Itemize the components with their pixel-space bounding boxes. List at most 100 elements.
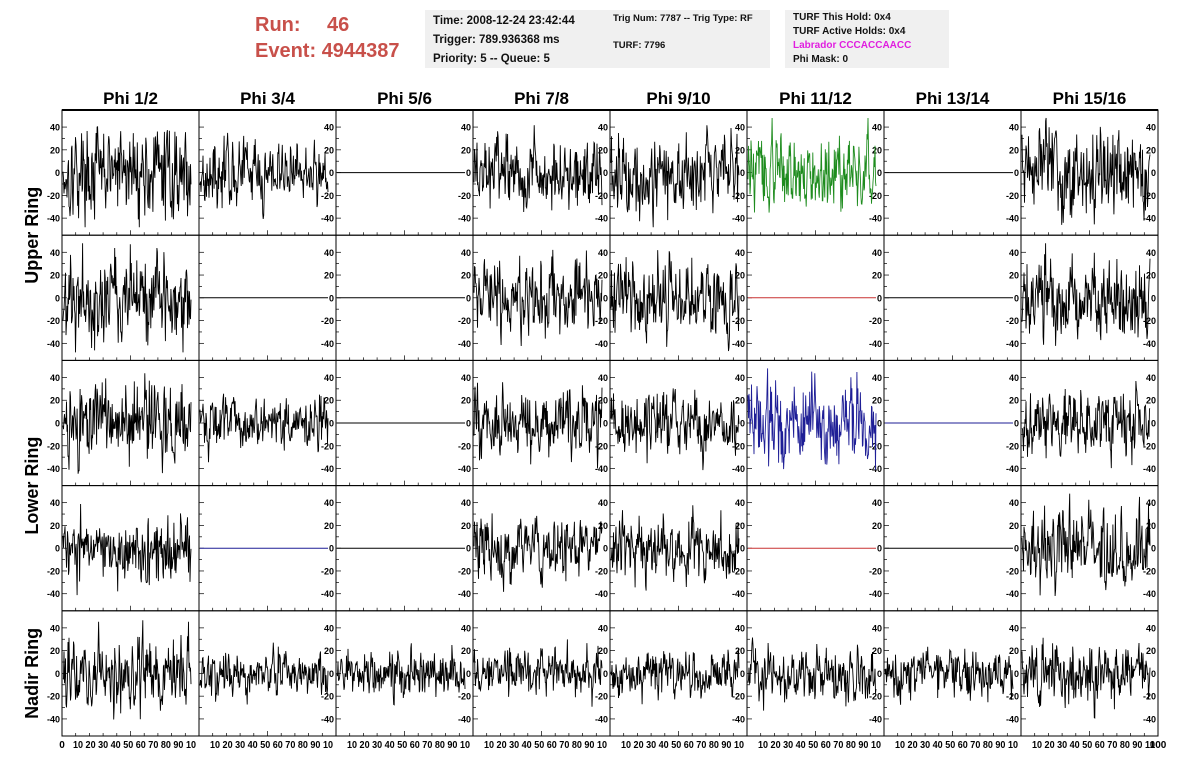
y-tick-label: 0	[740, 293, 745, 303]
waveform-trace	[610, 648, 740, 705]
y-tick-label: -40	[458, 589, 471, 599]
y-tick-label: 0	[740, 168, 745, 178]
y-tick-label: 0	[55, 669, 60, 679]
y-tick-label: 20	[461, 396, 471, 406]
x-tick-label-strip: 10 20 30 40 50 60 70 80 90 10	[758, 740, 881, 751]
time-text: Time: 2008-12-24 23:42:44	[433, 15, 575, 27]
y-tick-label: 40	[735, 498, 745, 508]
y-tick-label: 0	[1151, 544, 1156, 554]
y-tick-label: 40	[324, 248, 334, 258]
x-tick-label-strip: 10 20 30 40 50 60 70 80 90 10	[895, 740, 1018, 751]
column-title: Phi 3/4	[240, 89, 295, 108]
y-tick-label: -40	[1143, 589, 1156, 599]
y-tick-label: -40	[1143, 714, 1156, 724]
x-tick-label-strip: 10 20 30 40 50 60 70 80 90 10	[621, 740, 744, 751]
y-tick-label: 20	[598, 521, 608, 531]
y-tick-label: 0	[329, 293, 334, 303]
y-tick-label: 0	[877, 293, 882, 303]
y-tick-label: -40	[458, 714, 471, 724]
y-tick-label: -40	[732, 464, 745, 474]
y-tick-label: 20	[1146, 396, 1156, 406]
waveform-trace	[747, 368, 877, 471]
x-tick-label-strip: 10 20 30 40 50 60 70 80 90 10	[210, 740, 333, 751]
y-tick-label: -20	[47, 441, 60, 451]
turf-text: TURF: 7796	[613, 40, 666, 51]
y-tick-label: 20	[872, 271, 882, 281]
y-tick-label: 20	[50, 396, 60, 406]
y-tick-label: 20	[50, 271, 60, 281]
y-tick-label: -40	[732, 589, 745, 599]
y-tick-label: -20	[1006, 441, 1019, 451]
waveform-trace	[473, 249, 603, 347]
y-tick-label: 20	[735, 396, 745, 406]
y-tick-label: 0	[1151, 293, 1156, 303]
y-tick-label: 40	[50, 498, 60, 508]
y-tick-label: 40	[324, 123, 334, 133]
y-tick-label: 20	[1146, 646, 1156, 656]
y-tick-label: 0	[55, 544, 60, 554]
y-tick-label: 0	[877, 419, 882, 429]
y-tick-label: 40	[461, 248, 471, 258]
y-tick-label: 0	[740, 544, 745, 554]
y-tick-label: 0	[1014, 419, 1019, 429]
y-tick-label: 0	[55, 168, 60, 178]
y-tick-label: -20	[595, 441, 608, 451]
y-tick-label: 40	[872, 498, 882, 508]
y-tick-label: -20	[869, 566, 882, 576]
y-tick-label: 20	[1009, 521, 1019, 531]
waveform-trace	[473, 639, 603, 707]
y-tick-label: 20	[872, 521, 882, 531]
waveform-trace	[473, 382, 603, 469]
y-tick-label: 20	[1146, 521, 1156, 531]
y-tick-label: -20	[869, 191, 882, 201]
y-tick-label: -40	[1006, 714, 1019, 724]
y-tick-label: -40	[321, 339, 334, 349]
y-tick-label: -20	[1143, 692, 1156, 702]
waveform-trace	[610, 388, 740, 471]
y-tick-label: -20	[869, 692, 882, 702]
y-tick-label: -20	[732, 441, 745, 451]
y-tick-label: 20	[1009, 646, 1019, 656]
y-tick-label: -20	[47, 566, 60, 576]
y-tick-label: 40	[1009, 248, 1019, 258]
y-tick-label: -20	[458, 566, 471, 576]
waveform-trace	[336, 643, 466, 706]
y-tick-label: 0	[466, 293, 471, 303]
y-tick-label: -40	[1006, 339, 1019, 349]
y-tick-label: -20	[1006, 566, 1019, 576]
y-tick-label: -20	[321, 441, 334, 451]
trig-info-box: Trig Num: 7787 -- Trig Type: RF TURF: 77…	[605, 10, 770, 68]
y-tick-label: 20	[735, 521, 745, 531]
y-tick-label: -40	[47, 214, 60, 224]
y-tick-label: 40	[598, 623, 608, 633]
x-tick-label-strip: 10 20 30 40 50 60 70 80 90 10	[484, 740, 607, 751]
waveform-trace	[473, 513, 603, 592]
y-tick-label: 40	[1146, 623, 1156, 633]
y-tick-label: 0	[466, 669, 471, 679]
y-tick-label: -20	[321, 316, 334, 326]
y-tick-label: 40	[872, 248, 882, 258]
y-tick-label: 20	[461, 646, 471, 656]
event-value: 4944387	[321, 40, 400, 62]
y-tick-label: -20	[595, 316, 608, 326]
column-title: Phi 7/8	[514, 89, 569, 108]
y-tick-label: 0	[466, 168, 471, 178]
waveform-trace	[199, 132, 329, 219]
turf-active-text: TURF Active Holds: 0x4	[793, 26, 906, 37]
run-value: 46	[327, 14, 350, 36]
y-tick-label: 20	[598, 646, 608, 656]
run-event-block: Run: 46 Event: 4944387	[255, 12, 400, 64]
y-tick-label: 0	[603, 669, 608, 679]
y-tick-label: 20	[324, 145, 334, 155]
panel-frame	[472, 485, 611, 612]
phi-mask-text: Phi Mask: 0	[793, 54, 849, 65]
y-tick-label: 0	[603, 544, 608, 554]
y-tick-label: -40	[595, 339, 608, 349]
y-tick-label: 0	[603, 293, 608, 303]
y-tick-label: -40	[869, 214, 882, 224]
y-tick-label: 20	[872, 396, 882, 406]
y-tick-label: -40	[595, 714, 608, 724]
y-tick-label: 40	[1009, 623, 1019, 633]
y-tick-label: 20	[598, 271, 608, 281]
